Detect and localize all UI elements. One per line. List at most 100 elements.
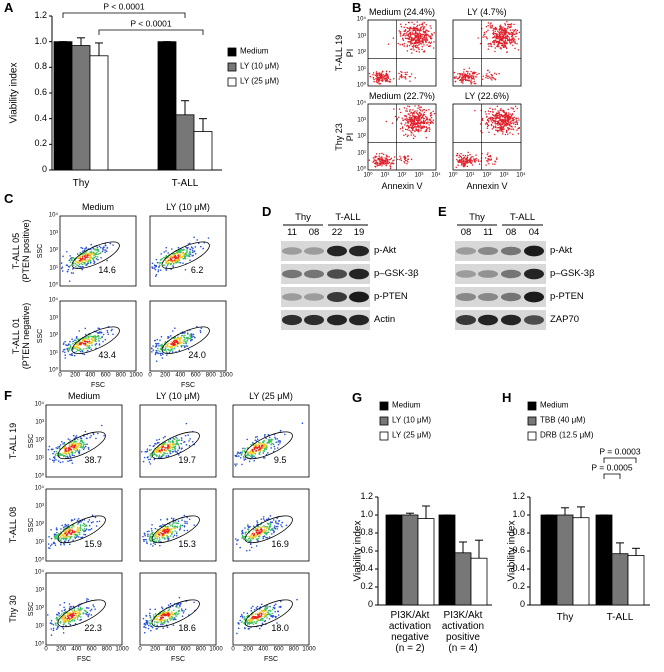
event-dot (69, 439, 71, 441)
event-dot (67, 616, 70, 619)
event-dot (414, 29, 417, 32)
event-dot (152, 614, 155, 616)
event-dot (401, 76, 403, 79)
event-dot (162, 437, 165, 439)
event-dot (408, 41, 410, 43)
event-dot (148, 461, 151, 463)
event-dot (386, 78, 388, 80)
event-dot (176, 526, 179, 528)
event-dot (74, 265, 77, 268)
event-dot (177, 254, 179, 257)
event-dot (166, 264, 169, 267)
event-dot (494, 77, 496, 80)
significance-label: P < 0.0001 (130, 18, 172, 29)
panel-letter: A (4, 0, 14, 15)
event-dot (514, 33, 516, 36)
event-dot (161, 448, 163, 450)
event-dot (425, 136, 428, 139)
event-dot (380, 156, 383, 158)
event-dot (186, 522, 188, 525)
event-dot (412, 124, 414, 127)
event-dot (184, 520, 186, 523)
event-dot (189, 335, 192, 338)
event-dot (418, 115, 421, 117)
event-dot (76, 348, 79, 351)
event-dot (511, 34, 513, 37)
event-dot (412, 127, 414, 130)
event-dot (155, 264, 157, 267)
event-dot (465, 160, 468, 162)
event-dot (416, 110, 418, 112)
event-dot (62, 443, 64, 445)
event-dot (156, 537, 159, 540)
event-dot (52, 629, 55, 632)
event-dot (82, 342, 85, 345)
event-dot (475, 159, 477, 161)
event-dot (71, 454, 74, 457)
event-dot (234, 538, 237, 540)
x-tick-label: T-ALL (171, 178, 199, 189)
event-dot (264, 526, 266, 529)
event-dot (412, 47, 415, 49)
event-dot (418, 39, 421, 41)
event-dot (77, 346, 80, 349)
event-dot (424, 30, 426, 33)
event-dot (502, 133, 504, 135)
event-dot (83, 533, 85, 536)
event-dot (405, 32, 408, 34)
event-dot (399, 33, 402, 35)
event-dot (410, 39, 412, 41)
event-dot (157, 352, 160, 355)
legend-swatch (379, 416, 389, 426)
event-dot (277, 610, 279, 613)
event-dot (456, 158, 458, 161)
event-dot (155, 534, 157, 537)
event-dot (471, 72, 474, 74)
event-dot (65, 449, 67, 451)
event-dot (465, 157, 467, 160)
event-dot (177, 520, 180, 523)
event-dot (82, 340, 84, 342)
event-dot (143, 456, 146, 459)
event-dot (55, 536, 58, 539)
event-dot (253, 455, 256, 458)
event-dot (164, 619, 166, 621)
event-dot (183, 248, 185, 251)
event-dot (404, 159, 407, 162)
event-dot (513, 40, 515, 43)
event-dot (421, 33, 424, 36)
event-dot (400, 25, 403, 28)
event-dot (506, 123, 509, 126)
event-dot (175, 440, 178, 443)
event-dot (486, 127, 489, 130)
event-dot (458, 160, 461, 162)
event-dot (393, 78, 395, 80)
event-dot (512, 39, 515, 42)
event-dot (408, 113, 410, 116)
event-dot (488, 131, 490, 134)
legend-swatch (227, 47, 237, 57)
event-dot (276, 528, 279, 530)
event-dot (418, 127, 420, 129)
event-dot (404, 128, 407, 131)
event-dot (411, 126, 413, 129)
event-dot (378, 72, 380, 74)
event-dot (189, 248, 191, 251)
event-dot (503, 43, 506, 45)
event-dot (74, 262, 77, 265)
event-dot (95, 257, 98, 260)
event-dot (162, 616, 164, 618)
event-dot (238, 623, 240, 625)
event-dot (457, 164, 459, 166)
event-dot (150, 448, 153, 451)
event-dot (162, 627, 164, 629)
event-dot (420, 117, 422, 120)
event-dot (518, 31, 521, 34)
event-dot (471, 164, 474, 166)
event-dot (280, 524, 282, 526)
event-dot (418, 29, 421, 31)
event-dot (494, 125, 497, 127)
event-dot (429, 115, 432, 117)
event-dot (207, 237, 210, 239)
event-dot (63, 535, 65, 537)
